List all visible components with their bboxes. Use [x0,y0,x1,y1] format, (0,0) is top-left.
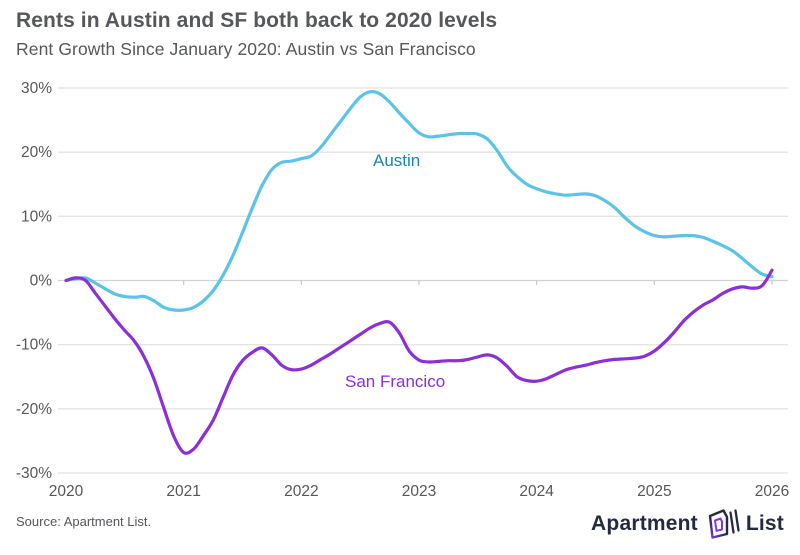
x-tick-label: 2020 [49,483,84,500]
y-tick-label: 20% [21,144,52,161]
x-tick-label: 2021 [166,483,200,500]
x-tick-label: 2023 [402,483,436,500]
series-label-san-francico: San Francico [345,372,445,391]
x-tick-label: 2026 [755,483,789,500]
x-tick-label: 2022 [284,483,318,500]
chart-title: Rents in Austin and SF both back to 2020… [16,9,498,32]
san-francisco-line [64,268,774,455]
apartment-list-logo-icon [708,509,740,539]
series-label-austin: Austin [373,151,420,170]
y-tick-label: -20% [16,401,52,418]
y-tick-label: 0% [30,273,53,290]
y-tick-label: 30% [21,80,52,97]
apartment-list-logo: Apartment List [591,507,784,541]
y-tick-label: -30% [16,465,52,482]
logo-text-apartment: Apartment [591,512,698,535]
y-tick-label: 10% [21,208,52,225]
source-note: Source: Apartment List. [16,514,152,529]
austin-line [64,90,774,312]
x-tick-label: 2025 [637,483,671,500]
chart-subtitle: Rent Growth Since January 2020: Austin v… [16,39,476,59]
y-tick-label: -10% [16,337,52,354]
logo-text-list: List [745,512,784,535]
x-tick-label: 2024 [519,483,554,500]
